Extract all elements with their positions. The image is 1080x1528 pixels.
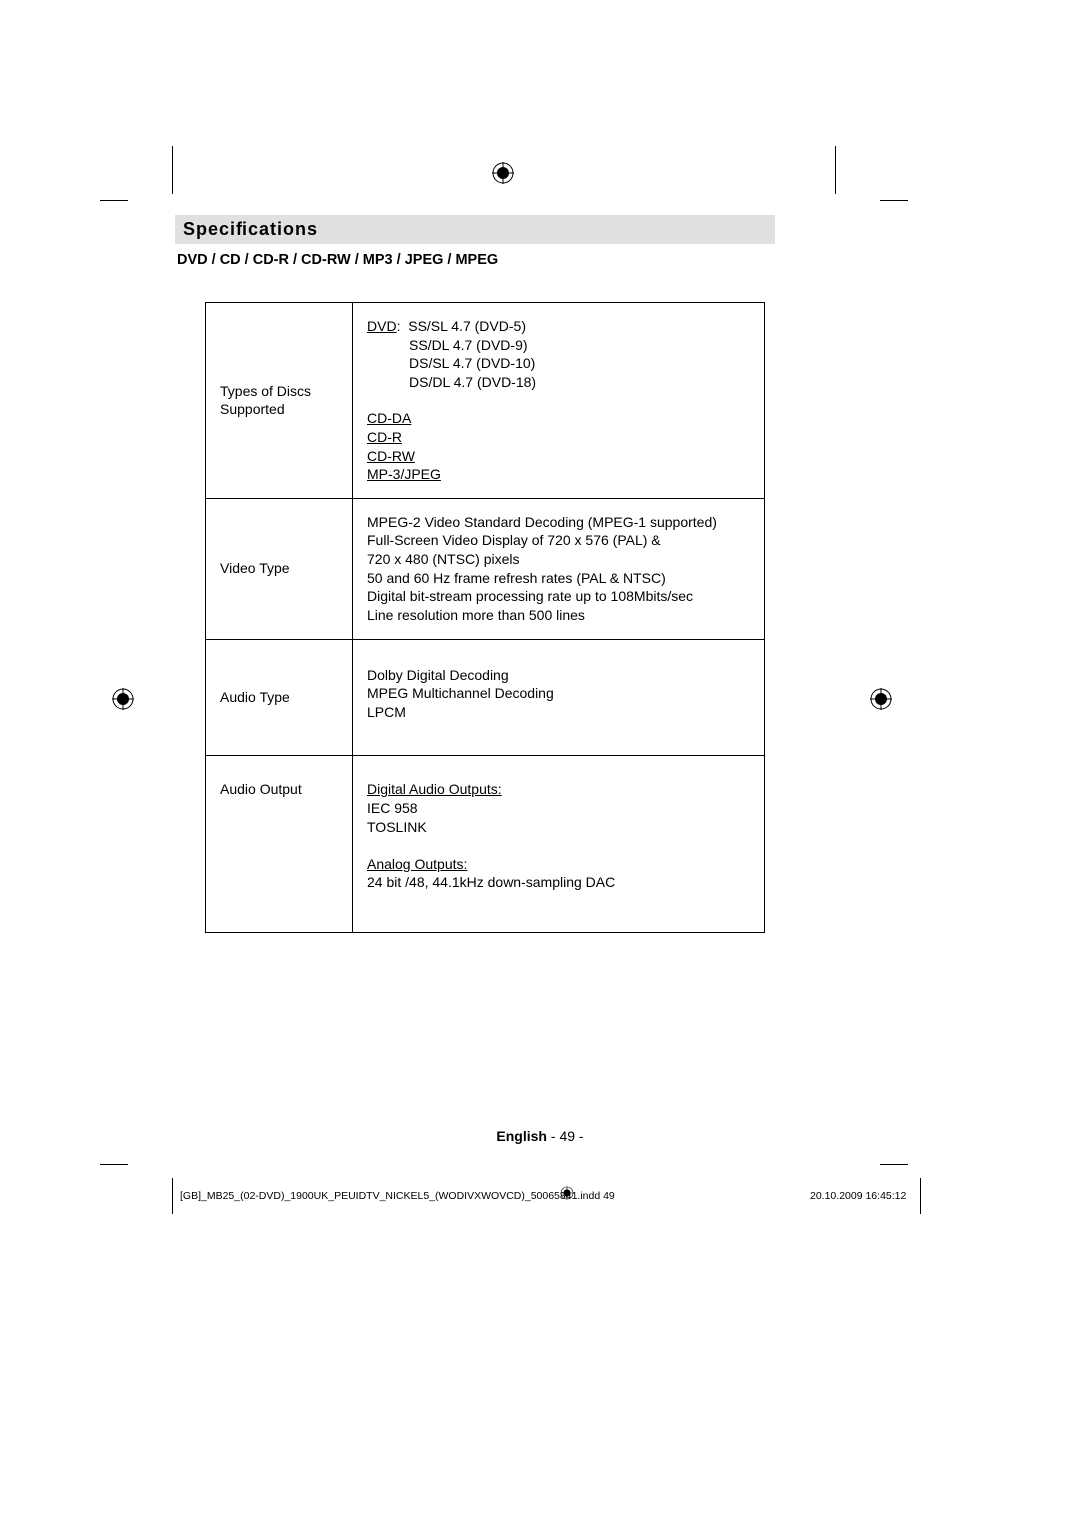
dvd-line: SS/SL 4.7 (DVD-5) bbox=[408, 317, 526, 336]
table-row: Audio Type Dolby Digital Decoding MPEG M… bbox=[206, 639, 765, 756]
spec-value: DVD: SS/SL 4.7 (DVD-5) SS/DL 4.7 (DVD-9)… bbox=[353, 303, 765, 499]
footer-suffix: - bbox=[575, 1128, 584, 1144]
cd-line: CD-DA bbox=[367, 410, 411, 426]
spec-line: 720 x 480 (NTSC) pixels bbox=[367, 550, 752, 569]
spec-line: Line resolution more than 500 lines bbox=[367, 606, 752, 625]
separator: : bbox=[397, 318, 401, 334]
crop-mark bbox=[100, 1164, 128, 1165]
registration-mark-icon bbox=[112, 688, 134, 710]
table-row: Video Type MPEG-2 Video Standard Decodin… bbox=[206, 498, 765, 639]
crop-mark bbox=[835, 146, 836, 194]
footer-page-number: 49 bbox=[559, 1128, 575, 1144]
dvd-line: DS/SL 4.7 (DVD-10) bbox=[409, 354, 752, 373]
registration-mark-icon bbox=[492, 162, 514, 184]
audio-output-heading: Analog Outputs: bbox=[367, 856, 467, 872]
specifications-table: Types of Discs Supported DVD: SS/SL 4.7 … bbox=[205, 302, 765, 933]
cd-line: CD-R bbox=[367, 429, 402, 445]
crop-mark bbox=[172, 146, 173, 194]
spec-line: Full-Screen Video Display of 720 x 576 (… bbox=[367, 531, 752, 550]
crop-mark bbox=[100, 200, 128, 201]
footer-language: English bbox=[496, 1128, 547, 1144]
spec-line: Digital bit-stream processing rate up to… bbox=[367, 587, 752, 606]
spec-line: MPEG Multichannel Decoding bbox=[367, 684, 752, 703]
cd-line: CD-RW bbox=[367, 448, 415, 464]
spec-label: Video Type bbox=[206, 498, 353, 639]
content-area: Speciﬁcations DVD / CD / CD-R / CD-RW / … bbox=[175, 215, 775, 933]
spec-line: LPCM bbox=[367, 703, 752, 722]
spec-value: Digital Audio Outputs: IEC 958 TOSLINK A… bbox=[353, 756, 765, 933]
crop-mark bbox=[880, 1164, 908, 1165]
section-subheading: DVD / CD / CD-R / CD-RW / MP3 / JPEG / M… bbox=[177, 252, 775, 268]
spec-line: MPEG-2 Video Standard Decoding (MPEG-1 s… bbox=[367, 513, 752, 532]
dvd-heading: DVD bbox=[367, 318, 397, 334]
spec-line: 24 bit /48, 44.1kHz down-sampling DAC bbox=[367, 873, 752, 892]
section-title: Speciﬁcations bbox=[175, 215, 775, 244]
audio-output-heading: Digital Audio Outputs: bbox=[367, 781, 502, 797]
print-filename: [GB]_MB25_(02-DVD)_1900UK_PEUIDTV_NICKEL… bbox=[180, 1190, 615, 1202]
cd-line: MP-3/JPEG bbox=[367, 466, 441, 482]
spec-line: TOSLINK bbox=[367, 818, 752, 837]
footer-sep: - bbox=[547, 1128, 559, 1144]
spec-line: IEC 958 bbox=[367, 799, 752, 818]
spec-label: Audio Type bbox=[206, 639, 353, 756]
dvd-line: SS/DL 4.7 (DVD-9) bbox=[409, 336, 752, 355]
spec-label: Types of Discs Supported bbox=[206, 303, 353, 499]
crop-mark bbox=[172, 1178, 173, 1214]
spec-line: 50 and 60 Hz frame refresh rates (PAL & … bbox=[367, 569, 752, 588]
crop-mark bbox=[920, 1178, 921, 1214]
page-footer: English - 49 - bbox=[0, 1128, 1080, 1144]
dvd-line: DS/DL 4.7 (DVD-18) bbox=[409, 373, 752, 392]
spec-value: MPEG-2 Video Standard Decoding (MPEG-1 s… bbox=[353, 498, 765, 639]
spec-line: Dolby Digital Decoding bbox=[367, 666, 752, 685]
spec-label: Audio Output bbox=[206, 756, 353, 933]
registration-mark-icon bbox=[870, 688, 892, 710]
print-timestamp: 20.10.2009 16:45:12 bbox=[810, 1190, 906, 1202]
crop-mark bbox=[880, 200, 908, 201]
table-row: Types of Discs Supported DVD: SS/SL 4.7 … bbox=[206, 303, 765, 499]
table-row: Audio Output Digital Audio Outputs: IEC … bbox=[206, 756, 765, 933]
spec-value: Dolby Digital Decoding MPEG Multichannel… bbox=[353, 639, 765, 756]
